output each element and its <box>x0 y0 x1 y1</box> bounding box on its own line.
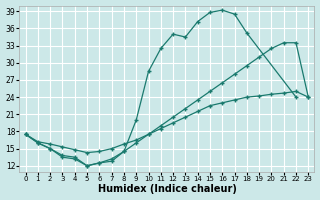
X-axis label: Humidex (Indice chaleur): Humidex (Indice chaleur) <box>98 184 236 194</box>
